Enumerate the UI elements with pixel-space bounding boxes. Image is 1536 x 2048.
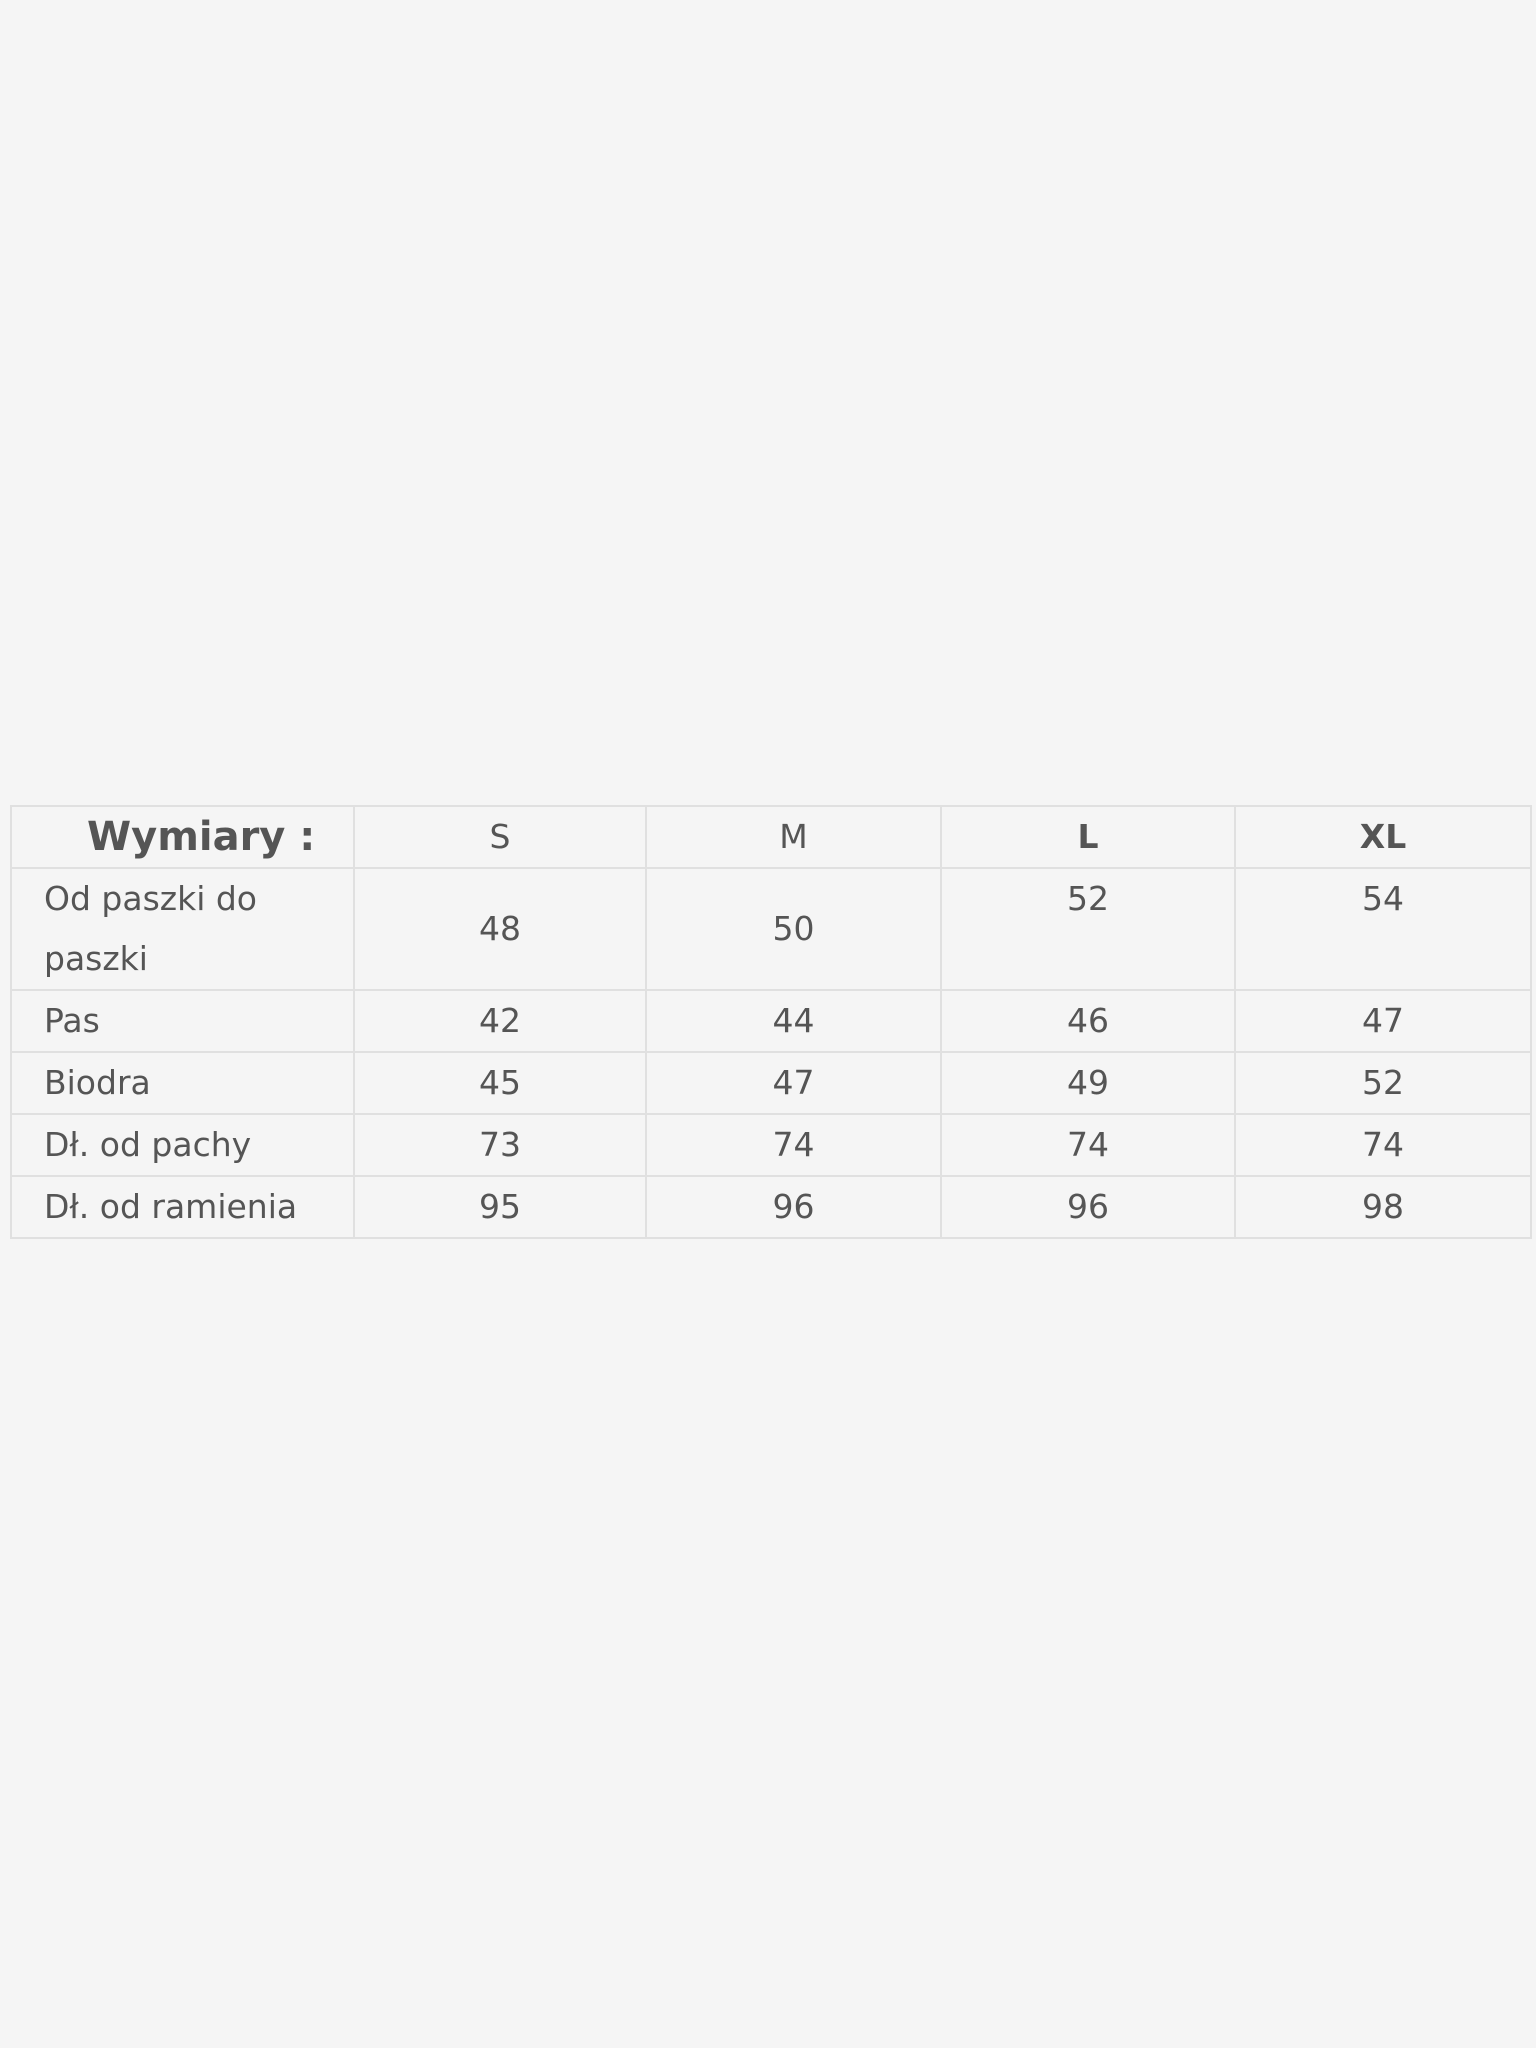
row-label: Pas [10, 989, 355, 1053]
cell-value: 95 [353, 1175, 647, 1239]
table-row: Od paszki do paszki 48 50 52 54 [10, 867, 1532, 991]
cell-value: 98 [1234, 1175, 1532, 1239]
header-row: Wymiary : S M L XL [10, 805, 1532, 869]
cell-value: 52 [940, 867, 1236, 991]
header-size-l: L [940, 805, 1236, 869]
header-size-m: M [645, 805, 942, 869]
cell-value: 44 [645, 989, 942, 1053]
cell-value: 96 [940, 1175, 1236, 1239]
cell-value: 74 [1234, 1113, 1532, 1177]
table-row: Pas 42 44 46 47 [10, 989, 1532, 1053]
cell-value: 48 [353, 867, 647, 991]
cell-value: 73 [353, 1113, 647, 1177]
table-row: Dł. od ramienia 95 96 96 98 [10, 1175, 1532, 1239]
cell-value: 50 [645, 867, 942, 991]
cell-value: 74 [940, 1113, 1236, 1177]
cell-value: 46 [940, 989, 1236, 1053]
cell-value: 54 [1234, 867, 1532, 991]
row-label: Dł. od pachy [10, 1113, 355, 1177]
row-label: Biodra [10, 1051, 355, 1115]
header-size-s: S [353, 805, 647, 869]
row-label: Od paszki do paszki [10, 867, 355, 991]
header-size-xl: XL [1234, 805, 1532, 869]
size-chart-table: Wymiary : S M L XL Od paszki do paszki 4… [10, 805, 1532, 1239]
cell-value: 47 [645, 1051, 942, 1115]
cell-value: 49 [940, 1051, 1236, 1115]
table-row: Biodra 45 47 49 52 [10, 1051, 1532, 1115]
cell-value: 52 [1234, 1051, 1532, 1115]
table-row: Dł. od pachy 73 74 74 74 [10, 1113, 1532, 1177]
cell-value: 45 [353, 1051, 647, 1115]
header-measurements: Wymiary : [10, 805, 355, 869]
cell-value: 42 [353, 989, 647, 1053]
row-label: Dł. od ramienia [10, 1175, 355, 1239]
cell-value: 96 [645, 1175, 942, 1239]
cell-value: 47 [1234, 989, 1532, 1053]
cell-value: 74 [645, 1113, 942, 1177]
